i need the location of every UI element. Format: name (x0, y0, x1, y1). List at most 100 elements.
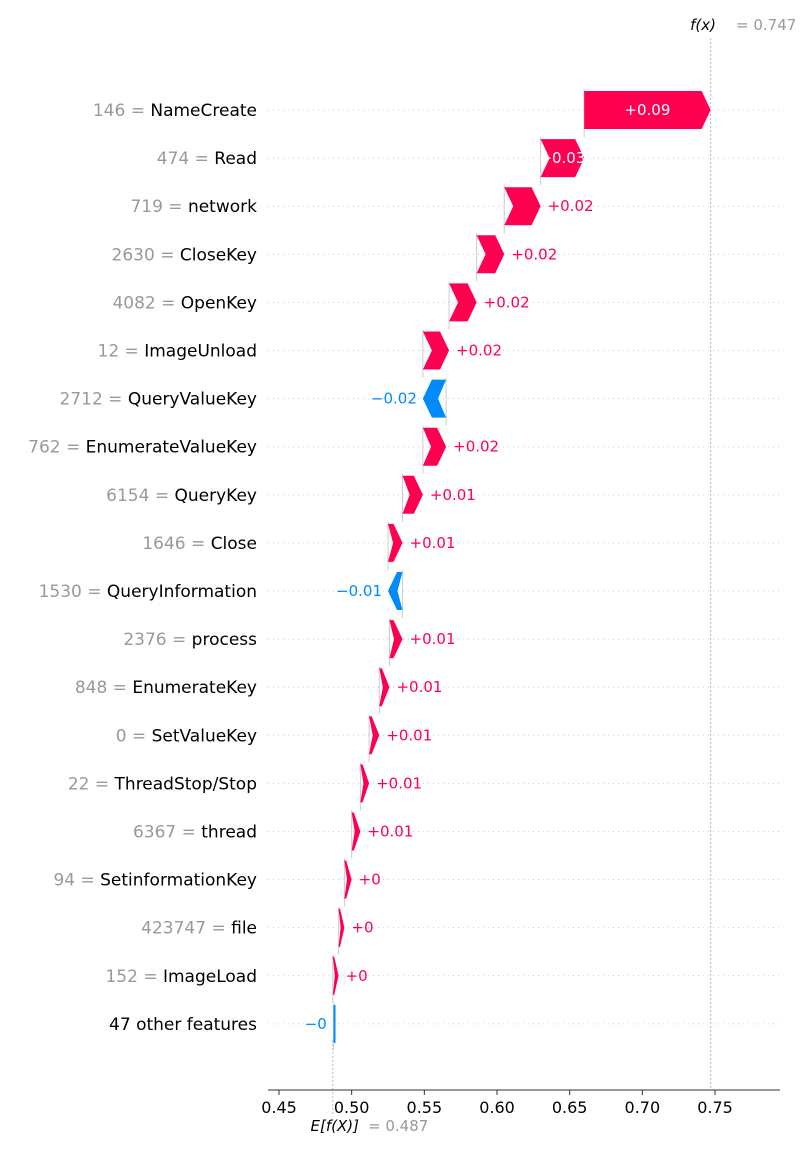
feature-label: 848 = EnumerateKey (75, 678, 257, 698)
positive-bar (360, 764, 370, 803)
positive-bar (332, 956, 339, 995)
bar-value-label: +0.01 (376, 774, 422, 792)
bar-value-label: +0.09 (624, 101, 670, 119)
bar-value-label: +0.01 (386, 726, 432, 744)
feature-value: 6367 = (133, 823, 201, 843)
positive-bar (422, 427, 447, 466)
bar-value-label: +0.01 (367, 823, 413, 841)
feature-value: 2712 = (60, 390, 128, 410)
bar-value-label: +0.02 (456, 342, 502, 360)
feature-value: 6154 = (106, 486, 174, 506)
positive-bar (389, 620, 403, 659)
bar-value-label: +0.01 (410, 630, 456, 648)
fx-value: = 0.747 (736, 16, 796, 34)
feature-value: 719 = (130, 197, 188, 217)
feature-value: 1530 = (39, 582, 107, 602)
feature-name: CloseKey (180, 245, 257, 265)
positive-bar (344, 860, 352, 899)
feature-name: QueryKey (175, 486, 258, 506)
feature-value: 1646 = (142, 534, 210, 554)
positive-bar (351, 812, 361, 851)
x-tick-label: 0.75 (697, 1098, 733, 1117)
feature-name: network (188, 197, 257, 217)
feature-label: 2376 = process (123, 630, 257, 650)
feature-name: ImageLoad (163, 967, 257, 987)
feature-name: Read (214, 149, 257, 169)
bar-value-label: +0.02 (453, 438, 499, 456)
feature-value: 0 = (116, 726, 152, 746)
feature-label: 6154 = QueryKey (106, 486, 257, 506)
feature-label: 22 = ThreadStop/Stop (68, 774, 257, 794)
x-tick-label: 0.60 (479, 1098, 515, 1117)
feature-value: 22 = (68, 774, 115, 794)
bar-value-label: +0.02 (484, 293, 530, 311)
feature-name: 47 other features (109, 1015, 257, 1035)
feature-name: process (192, 630, 257, 650)
feature-name: Close (211, 534, 257, 554)
feature-label: 719 = network (130, 197, 257, 217)
fx-label: f(x) (690, 16, 716, 34)
base-value: = 0.487 (368, 1117, 428, 1135)
bar-value-label: +0.02 (548, 197, 594, 215)
feature-name: ImageUnload (144, 342, 257, 362)
feature-name: SetValueKey (152, 726, 257, 746)
bar-value-label: +0 (346, 967, 368, 985)
bar-value-label: +0.03 (539, 149, 585, 167)
feature-value: 474 = (157, 149, 215, 169)
feature-name: QueryInformation (107, 582, 257, 602)
feature-label: 6367 = thread (133, 823, 257, 843)
feature-label: 423747 = file (141, 919, 257, 939)
feature-value: 146 = (93, 101, 151, 121)
feature-value: 94 = (53, 871, 100, 891)
x-tick-label: 0.55 (407, 1098, 443, 1117)
positive-bar (402, 475, 423, 514)
feature-value: 2376 = (123, 630, 191, 650)
feature-label: 474 = Read (157, 149, 257, 169)
bar-value-label: +0.01 (430, 486, 476, 504)
feature-name: NameCreate (150, 101, 257, 121)
feature-value: 848 = (75, 678, 133, 698)
positive-bar (584, 91, 711, 129)
positive-bar (388, 523, 403, 562)
positive-bar (540, 139, 585, 178)
feature-label: 2712 = QueryValueKey (60, 390, 258, 410)
negative-bar (422, 379, 447, 418)
feature-value: 762 = (28, 438, 86, 458)
x-tick-label: 0.70 (625, 1098, 661, 1117)
feature-label: 152 = ImageLoad (105, 967, 257, 987)
feature-value: 4082 = (112, 293, 180, 313)
feature-label: 1646 = Close (142, 534, 257, 554)
feature-name: SetinformationKey (100, 871, 257, 891)
feature-label: 146 = NameCreate (93, 101, 257, 121)
feature-value: 2630 = (112, 245, 180, 265)
positive-bar (449, 283, 477, 322)
negative-bar (333, 1004, 336, 1043)
feature-value: 423747 = (141, 919, 231, 939)
positive-bar (422, 331, 450, 370)
feature-label: 1530 = QueryInformation (39, 582, 257, 602)
bar-value-label: −0.02 (371, 390, 417, 408)
x-tick-label: 0.45 (261, 1098, 297, 1117)
feature-labels: 146 = NameCreate 474 = Read 719 = network 2… (28, 101, 257, 1035)
contribution-bars: +0.09 +0.03 +0.02 +0.02 +0.02 +0.02 −0.02 +0.02… (305, 89, 711, 1051)
feature-label: 762 = EnumerateValueKey (28, 438, 257, 458)
positive-bar (504, 187, 541, 226)
positive-bar (476, 235, 505, 274)
feature-label: 12 = ImageUnload (98, 342, 257, 362)
positive-bar (338, 908, 345, 947)
base-label: E[f(X)] (311, 1117, 360, 1135)
positive-bar (369, 716, 380, 755)
bar-value-label: +0 (351, 919, 373, 937)
feature-label: 2630 = CloseKey (112, 245, 257, 265)
feature-name: EnumerateKey (132, 678, 257, 698)
feature-value: 152 = (105, 967, 163, 987)
x-tick-label: 0.65 (552, 1098, 588, 1117)
x-axis: 0.45 0.50 0.55 0.60 0.65 0.70 0.75 (261, 1089, 780, 1117)
feature-label: 47 other features (109, 1015, 257, 1035)
feature-label: 94 = SetinformationKey (53, 871, 257, 891)
reference-lines (332, 38, 712, 1115)
feature-name: thread (201, 823, 257, 843)
row-gridlines (268, 109, 780, 1025)
feature-name: file (231, 919, 257, 939)
